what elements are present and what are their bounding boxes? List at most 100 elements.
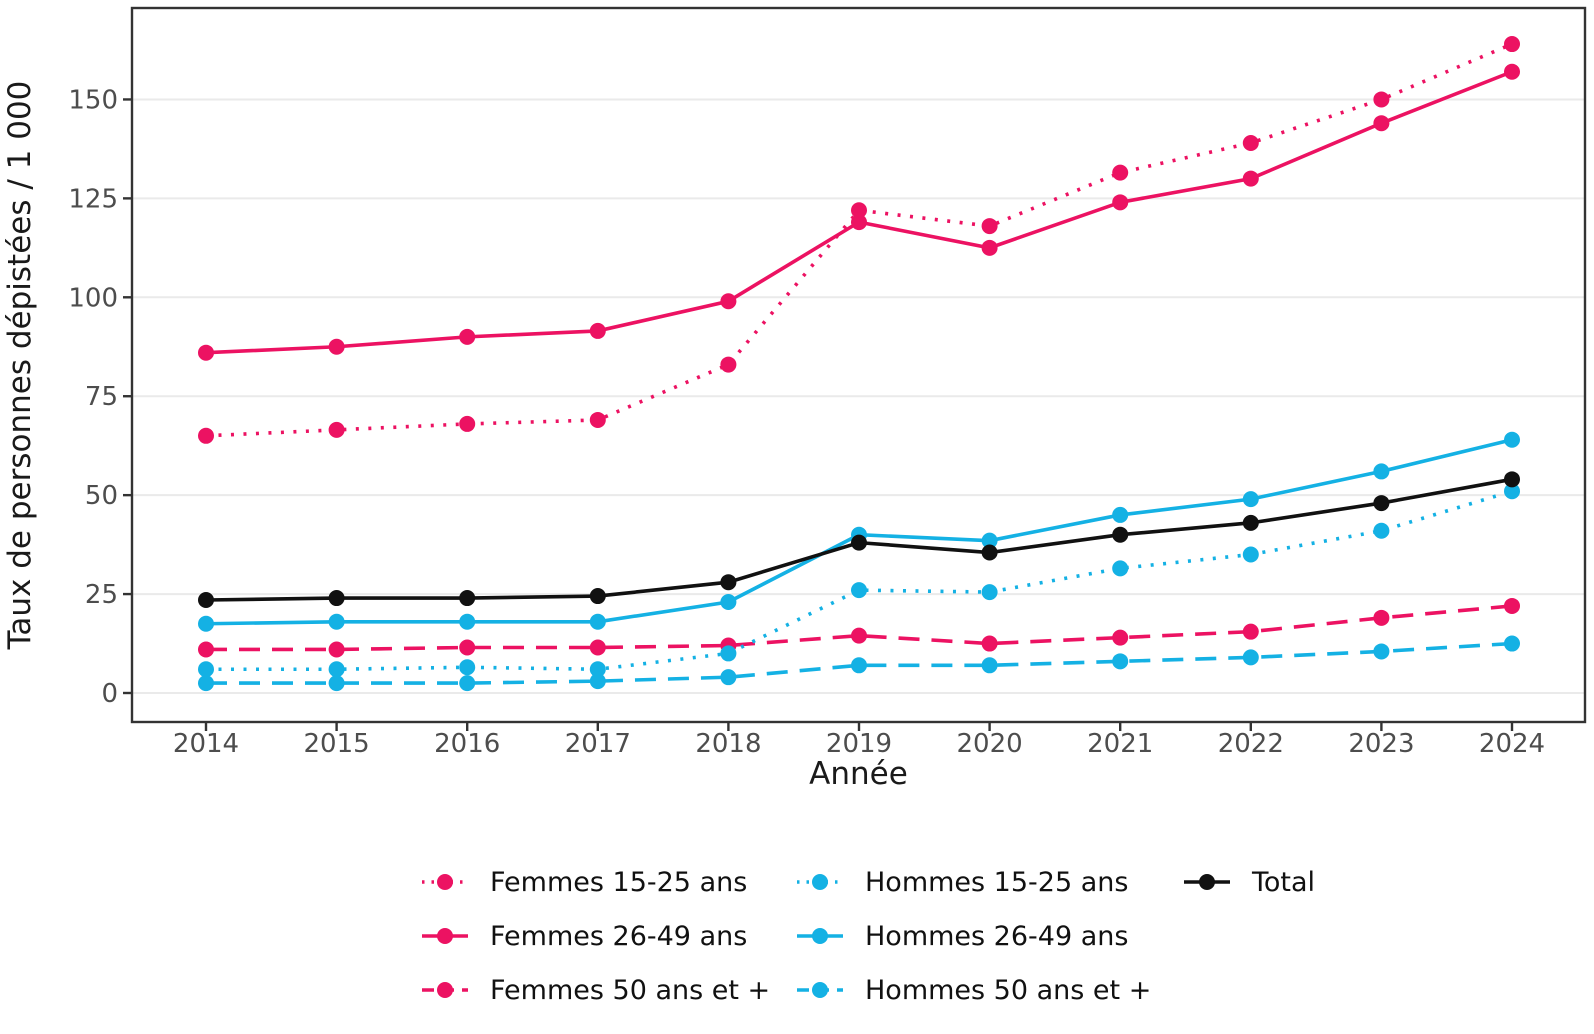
data-point-hommes-15-25-ans-2019 bbox=[851, 582, 867, 599]
legend-label-hommes-26-49-ans: Hommes 26-49 ans bbox=[865, 921, 1128, 952]
legend-item-femmes-15-25-ans: Femmes 15-25 ans bbox=[422, 867, 747, 898]
legend-swatch-marker bbox=[437, 928, 453, 944]
data-point-hommes-15-25-ans-2020 bbox=[981, 584, 998, 601]
data-point-femmes-50-ans-et-plus-2023 bbox=[1373, 609, 1390, 626]
x-tick-label-2019: 2019 bbox=[826, 729, 892, 759]
legend-swatch-marker bbox=[1199, 874, 1215, 890]
data-point-total-2014 bbox=[198, 592, 214, 609]
legend-item-hommes-26-49-ans: Hommes 26-49 ans bbox=[797, 921, 1128, 952]
y-tick-label-50: 50 bbox=[85, 481, 118, 511]
data-point-hommes-26-49-ans-2023 bbox=[1373, 463, 1390, 480]
legend-label-femmes-26-49-ans: Femmes 26-49 ans bbox=[490, 921, 747, 952]
y-tick-label-125: 125 bbox=[68, 184, 118, 214]
legend-item-hommes-15-25-ans: Hommes 15-25 ans bbox=[797, 867, 1128, 898]
data-point-femmes-15-25-ans-2022 bbox=[1242, 134, 1259, 151]
data-point-hommes-50-ans-et-plus-2023 bbox=[1373, 643, 1390, 660]
data-point-femmes-15-25-ans-2021 bbox=[1112, 164, 1129, 181]
y-tick-label-150: 150 bbox=[68, 85, 118, 115]
data-point-total-2016 bbox=[459, 590, 476, 607]
x-tick-label-2020: 2020 bbox=[957, 729, 1023, 759]
data-point-hommes-26-49-ans-2016 bbox=[459, 613, 476, 630]
data-point-hommes-15-25-ans-2021 bbox=[1112, 560, 1129, 577]
data-point-femmes-26-49-ans-2017 bbox=[589, 322, 606, 339]
data-point-femmes-50-ans-et-plus-2021 bbox=[1112, 629, 1129, 646]
data-point-hommes-50-ans-et-plus-2018 bbox=[720, 669, 737, 686]
data-point-femmes-50-ans-et-plus-2016 bbox=[459, 639, 476, 656]
legend-item-femmes-50-ans-et-plus: Femmes 50 ans et + bbox=[422, 975, 770, 1006]
x-tick-label-2024: 2024 bbox=[1479, 729, 1545, 759]
data-point-femmes-26-49-ans-2021 bbox=[1112, 194, 1129, 211]
data-point-femmes-15-25-ans-2019 bbox=[851, 202, 867, 219]
legend-label-femmes-50-ans-et-plus: Femmes 50 ans et + bbox=[490, 975, 770, 1006]
data-point-hommes-50-ans-et-plus-2019 bbox=[851, 657, 867, 674]
data-point-hommes-26-49-ans-2021 bbox=[1112, 506, 1129, 523]
data-point-femmes-26-49-ans-2023 bbox=[1373, 115, 1390, 132]
y-tick-label-25: 25 bbox=[85, 580, 118, 610]
data-point-femmes-50-ans-et-plus-2017 bbox=[589, 639, 606, 656]
legend-label-hommes-50-ans-et-plus: Hommes 50 ans et + bbox=[865, 975, 1151, 1006]
data-point-femmes-26-49-ans-2018 bbox=[720, 293, 737, 310]
data-point-femmes-50-ans-et-plus-2014 bbox=[198, 641, 214, 658]
data-point-total-2015 bbox=[328, 590, 345, 607]
data-point-hommes-50-ans-et-plus-2016 bbox=[459, 675, 476, 692]
data-point-hommes-26-49-ans-2022 bbox=[1242, 491, 1259, 508]
data-point-hommes-50-ans-et-plus-2014 bbox=[198, 675, 214, 692]
data-point-femmes-50-ans-et-plus-2015 bbox=[328, 641, 345, 658]
legend-swatch-marker bbox=[812, 874, 828, 890]
data-point-femmes-26-49-ans-2019 bbox=[851, 214, 867, 231]
data-point-hommes-50-ans-et-plus-2021 bbox=[1112, 653, 1129, 670]
x-tick-label-2017: 2017 bbox=[565, 729, 631, 759]
data-point-hommes-50-ans-et-plus-2022 bbox=[1242, 649, 1259, 666]
series-line-femmes-50-ans-et-plus bbox=[206, 604, 1513, 652]
data-point-total-2023 bbox=[1373, 495, 1390, 512]
data-point-total-2017 bbox=[589, 588, 606, 605]
data-point-femmes-50-ans-et-plus-2024 bbox=[1504, 597, 1520, 614]
data-point-hommes-26-49-ans-2017 bbox=[589, 613, 606, 630]
x-tick-label-2018: 2018 bbox=[695, 729, 761, 759]
data-point-femmes-15-25-ans-2023 bbox=[1373, 91, 1390, 108]
data-point-femmes-26-49-ans-2024 bbox=[1504, 63, 1520, 80]
data-point-femmes-26-49-ans-2022 bbox=[1242, 170, 1259, 187]
y-tick-label-75: 75 bbox=[85, 382, 118, 412]
plot-border bbox=[130, 6, 1587, 724]
legend-item-hommes-50-ans-et-plus: Hommes 50 ans et + bbox=[797, 975, 1151, 1006]
data-point-hommes-15-25-ans-2017 bbox=[589, 661, 606, 678]
x-axis-title: Année bbox=[809, 756, 908, 792]
series-line-hommes-50-ans-et-plus bbox=[206, 641, 1513, 685]
data-point-hommes-26-49-ans-2015 bbox=[328, 613, 345, 630]
data-point-femmes-15-25-ans-2020 bbox=[981, 218, 998, 235]
data-point-hommes-26-49-ans-2014 bbox=[198, 615, 214, 632]
legend-label-hommes-15-25-ans: Hommes 15-25 ans bbox=[865, 867, 1128, 898]
legend-label-total: Total bbox=[1251, 867, 1315, 898]
x-tick-label-2016: 2016 bbox=[434, 729, 500, 759]
x-tick-label-2014: 2014 bbox=[173, 729, 239, 759]
legend-swatch-marker bbox=[812, 928, 828, 944]
data-point-hommes-50-ans-et-plus-2024 bbox=[1504, 635, 1520, 652]
x-tick-label-2021: 2021 bbox=[1087, 729, 1153, 759]
x-tick-label-2022: 2022 bbox=[1218, 729, 1284, 759]
y-tick-label-0: 0 bbox=[101, 679, 118, 709]
data-point-femmes-26-49-ans-2020 bbox=[981, 239, 998, 256]
data-point-hommes-50-ans-et-plus-2020 bbox=[981, 657, 998, 674]
data-point-femmes-15-25-ans-2018 bbox=[720, 356, 737, 373]
data-point-hommes-26-49-ans-2024 bbox=[1504, 431, 1520, 448]
data-point-hommes-50-ans-et-plus-2015 bbox=[328, 675, 345, 692]
legend-swatch-marker bbox=[437, 982, 453, 998]
y-axis-title: Taux de personnes dépistées / 1 000 bbox=[2, 81, 38, 651]
data-point-femmes-15-25-ans-2015 bbox=[328, 421, 345, 438]
legend-swatch-marker bbox=[812, 982, 828, 998]
legend-item-femmes-26-49-ans: Femmes 26-49 ans bbox=[422, 921, 747, 952]
data-point-femmes-15-25-ans-2017 bbox=[589, 411, 606, 428]
data-point-femmes-50-ans-et-plus-2019 bbox=[851, 627, 867, 644]
data-point-femmes-26-49-ans-2016 bbox=[459, 328, 476, 345]
data-point-hommes-15-25-ans-2023 bbox=[1373, 522, 1390, 539]
data-point-total-2018 bbox=[720, 574, 737, 591]
data-point-hommes-15-25-ans-2015 bbox=[328, 661, 345, 678]
data-point-hommes-26-49-ans-2020 bbox=[981, 532, 998, 549]
data-point-hommes-15-25-ans-2022 bbox=[1242, 546, 1259, 563]
legend-swatch-marker bbox=[437, 874, 453, 890]
data-point-total-2022 bbox=[1242, 514, 1259, 531]
data-point-femmes-15-25-ans-2014 bbox=[198, 427, 214, 444]
data-point-hommes-26-49-ans-2018 bbox=[720, 593, 737, 610]
